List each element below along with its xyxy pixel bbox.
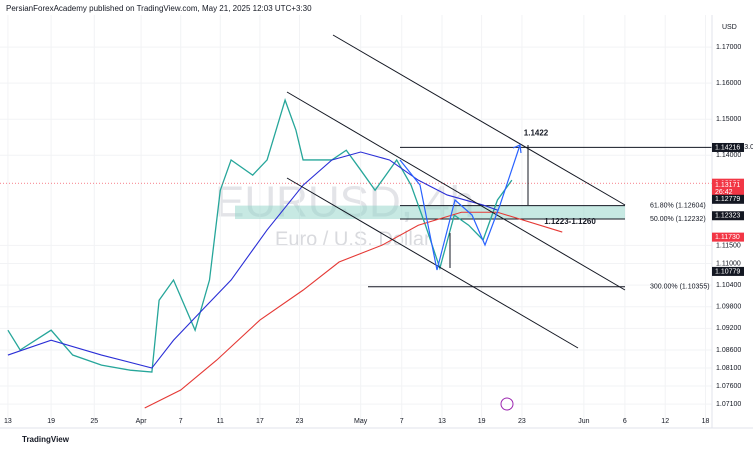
x-tick-label: 19	[478, 418, 486, 425]
price-tag-label: 1.10779	[715, 268, 740, 275]
header: PersianForexAcademy published on Trading…	[6, 4, 312, 13]
countdown: 26:42	[715, 189, 733, 196]
x-tick-label: 7	[400, 418, 404, 425]
channel-line	[286, 91, 626, 291]
y-tick-label: 1.11500	[716, 242, 741, 249]
x-tick-label: Apr	[136, 418, 148, 425]
annotation: 1.1223-1.1260	[544, 217, 596, 226]
y-tick-label: 1.09200	[716, 325, 741, 332]
y-tick-label: 1.16000	[716, 80, 741, 87]
x-tick-label: 18	[702, 418, 710, 425]
x-tick-label: 19	[47, 418, 55, 425]
event-icon	[500, 397, 514, 411]
y-tick-label: 1.15000	[716, 116, 741, 123]
x-tick-label: 23	[518, 418, 526, 425]
x-tick-label: 23	[296, 418, 304, 425]
y-tick-label: 1.09800	[716, 304, 741, 311]
price-tag	[712, 180, 744, 190]
price-tag-label: 1.14216	[715, 144, 740, 151]
series-line	[7, 151, 498, 369]
drawings	[286, 34, 626, 349]
price-tag-label: 1.13171	[715, 182, 740, 189]
x-tick-label: 6	[623, 418, 627, 425]
y-tick-label: 1.10400	[716, 282, 741, 289]
annotation: 1.1422	[524, 128, 549, 137]
x-tick-label: Jun	[578, 418, 589, 425]
x-tick-label: 13	[4, 418, 12, 425]
y-tick-label: 1.08600	[716, 347, 741, 354]
x-tick-label: May	[354, 418, 368, 425]
x-tick-label: 12	[661, 418, 669, 425]
watermark-subtitle: Euro / U.S. Dollar	[275, 228, 431, 250]
price-tag-label: 1.12323	[715, 213, 740, 220]
fib-label: 50.00% (1.12232)	[650, 216, 706, 223]
channel-line	[286, 177, 579, 349]
price-tag-label: 1.11730	[715, 234, 740, 241]
y-tick-label: 1.11000	[716, 260, 741, 267]
y-tick-label: 1.08100	[716, 365, 741, 372]
fib-label: 300.00% (1.10355)	[650, 284, 710, 291]
y-tick-label: 1.07600	[716, 383, 741, 390]
currency: USD	[722, 24, 737, 31]
price-tag	[712, 142, 744, 152]
x-tick-label: 13	[438, 418, 446, 425]
zone	[235, 205, 625, 220]
x-tick-label: 11	[217, 418, 224, 425]
x-tick-label: 25	[90, 418, 98, 425]
series-line	[7, 98, 513, 373]
projection-arrow	[512, 144, 522, 154]
fib-label: 61.80% (1.12604)	[650, 202, 706, 209]
price-tag	[712, 211, 744, 221]
series-line	[144, 211, 563, 409]
channel-line	[332, 34, 626, 206]
price-tag	[712, 232, 744, 242]
fib-label: 113.00% (1.14220)	[737, 144, 753, 151]
y-tick-label: 1.14000	[716, 152, 741, 159]
x-tick-label: 17	[256, 418, 264, 425]
footer: TradingView	[22, 435, 70, 444]
price-tag	[712, 266, 744, 276]
x-tick-label: 7	[179, 418, 183, 425]
y-tick-label: 1.07100	[716, 401, 741, 408]
projection	[399, 144, 521, 271]
plot: 1.17000 1.16000 1.15000 1.14000 1.11500 1.110…	[0, 15, 753, 425]
price-tag	[712, 194, 744, 204]
price-tag-label: 1.12779	[715, 196, 740, 203]
y-tick-label: 1.17000	[716, 44, 741, 51]
